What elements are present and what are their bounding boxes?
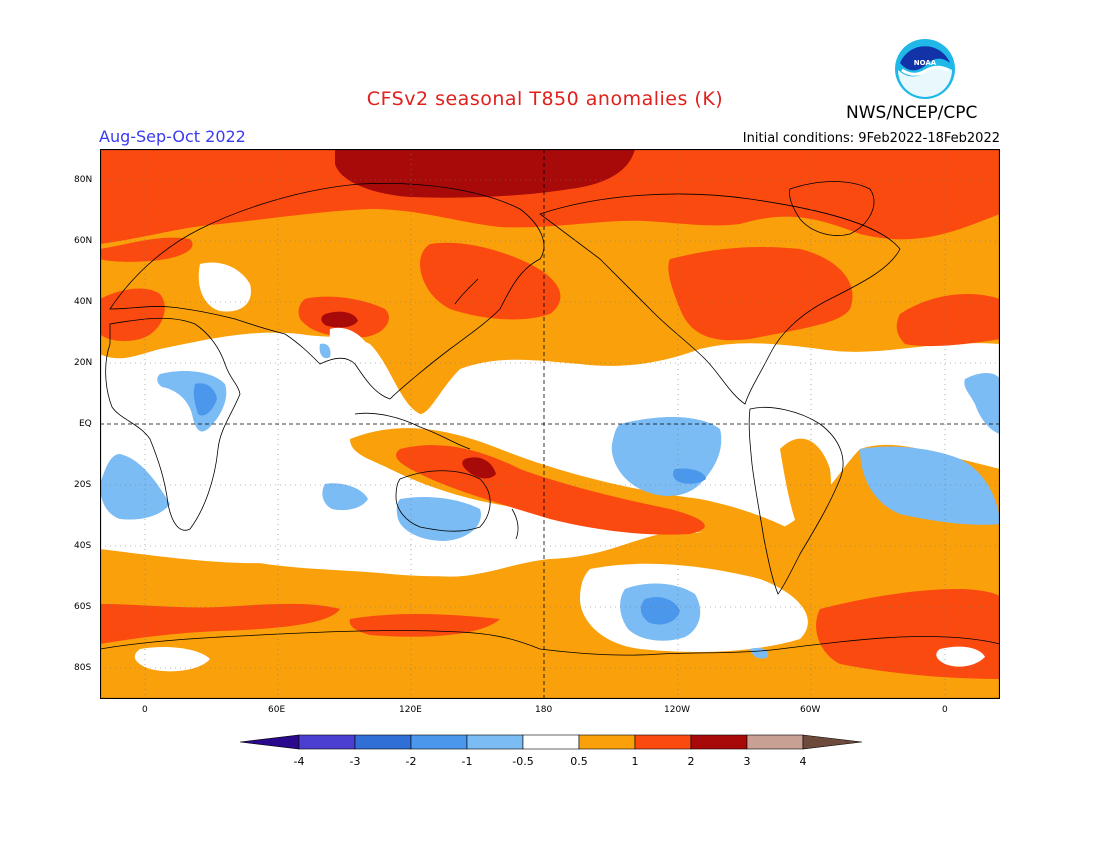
asia-neutral-area [198,262,251,312]
colorbar-swatch [410,734,468,750]
lat-label: 60N [74,236,93,246]
coral-sea-dark-warm-spot [462,457,496,479]
new-zealand-outline [511,508,519,540]
reference-lines [100,149,1000,699]
west-africa-cool-area [964,373,1000,434]
noaa-logo-icon: NOAA [895,39,955,99]
colorbar-label: -0.5 [512,755,533,768]
indian-ocean-neutral-area [209,504,500,577]
coastlines [100,181,1000,656]
colorbar-label: -4 [294,755,305,768]
colorbar-swatch [466,734,524,750]
chart-title: CFSv2 seasonal T850 anomalies (K) [366,88,724,110]
forecast-period: Aug-Sep-Oct 2022 [99,127,246,146]
arctic-dark-warm-region [335,149,635,198]
mediterranean-warm-region-east [896,294,1000,347]
greenland-outline [789,181,875,236]
south-atlantic-cool-area [100,454,170,520]
colorbar-label: -2 [406,755,417,768]
colorbar-label: 2 [688,755,695,768]
lat-label: 60S [74,602,92,612]
africa-outline [105,317,241,531]
western-australia-cool-area [322,483,368,511]
japan-outline [454,278,479,305]
africa-cool-core [193,383,217,416]
agency-label: NWS/NCEP/CPC [846,103,978,123]
south-america-outline [748,406,844,595]
tibet-cool-spot [319,343,331,359]
east-atlantic-cool-area [860,446,1000,525]
lat-label: 40S [74,541,92,551]
lat-label: 20N [74,358,93,368]
lat-label: 80N [74,175,93,185]
antarctic-neutral-spot-west [134,647,210,672]
colorbar-label: 4 [800,755,807,768]
east-pacific-warm-strip [780,438,831,534]
lon-label: 60W [800,705,821,715]
map-frame [100,149,1000,699]
lat-label: 20S [74,480,92,490]
mediterranean-warm-region-west [100,288,165,342]
colorbar-swatch [634,734,692,750]
lon-label: 0 [142,705,148,715]
colorbar-label: -1 [462,755,473,768]
lon-label: 0 [942,705,948,715]
colorbar-label: 0.5 [570,755,588,768]
antarctic-neutral-spot-east [936,646,985,667]
anomaly-map [100,149,1000,699]
lon-label: 60E [268,705,286,715]
lon-label: 120W [664,705,691,715]
tibet-dark-warm-spot [321,311,358,328]
australia-cool-area [396,497,481,541]
north-pacific-warm-region [420,242,561,320]
lat-label: 80S [74,663,92,673]
colorbar-swatch [298,734,356,750]
colorbar-swatches [240,734,862,750]
lon-label: 120E [399,705,422,715]
equatorial-pacific-cool-core [672,468,706,484]
arctic-eurasia-warm-strip [100,237,193,262]
lat-label: EQ [79,419,92,429]
logo-text: NOAA [914,59,937,67]
australia-outline [395,470,491,532]
southern-pacific-cool-core [640,597,680,625]
eurasia-outline [109,183,545,400]
initial-conditions: Initial conditions: 9Feb2022-18Feb2022 [742,131,1000,146]
indonesia-outline [354,412,471,450]
north-america-outline [539,193,901,405]
colorbar-swatch [690,734,748,750]
colorbar-label: 1 [632,755,639,768]
antarctica-outline [100,630,1000,656]
colorbar-labels: -4 -3 -2 -1 -0.5 0.5 1 2 3 4 [294,755,807,768]
colorbar-label: -3 [350,755,361,768]
lat-label: 40N [74,297,93,307]
colorbar-swatch [354,734,412,750]
colorbar-swatch [522,734,580,750]
colorbar-swatch [578,734,636,750]
colorbar-swatch [802,734,862,750]
lon-label: 180 [535,705,553,715]
colorbar-swatch [746,734,804,750]
colorbar-label: 3 [744,755,751,768]
southern-ocean-red-band [100,603,340,644]
north-america-warm-region [668,247,853,341]
colorbar-swatch [240,734,300,750]
arctic-warm-region [100,149,1000,244]
colorbar: -4 -3 -2 -1 -0.5 0.5 1 2 3 4 [240,734,862,768]
